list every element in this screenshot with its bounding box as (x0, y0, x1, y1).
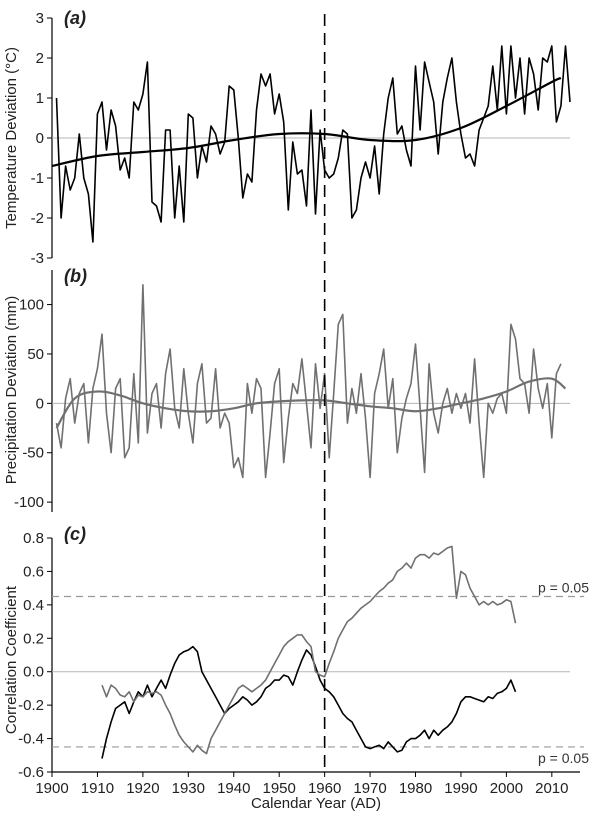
y-tick-label: 100 (19, 297, 44, 314)
panel-b-smoothed-series (55, 377, 567, 429)
y-tick-label: -0.2 (18, 697, 44, 714)
panel-c-series-1 (101, 645, 517, 759)
x-tick-label: 2000 (490, 780, 523, 797)
x-tick-label: 1910 (81, 780, 114, 797)
panel-b-series-1 (55, 284, 562, 479)
y-tick-label: 0.0 (23, 664, 44, 681)
y-tick-label: -100 (14, 494, 44, 511)
panel-c-label: (c) (64, 524, 86, 544)
y-tick-label: 1 (36, 90, 44, 107)
panel-b: Precipitation Deviation (mm) (b) -100 -50… (3, 266, 570, 512)
panel-c-ylabel: Correlation Coefficient (3, 585, 20, 734)
y-tick-label: 3 (36, 10, 44, 27)
panel-c-series-2 (101, 545, 517, 755)
panel-b-ylabel: Precipitation Deviation (mm) (3, 296, 20, 484)
panel-a-series-1 (55, 45, 571, 243)
y-tick-label: -50 (22, 445, 44, 462)
y-tick-label: 0.6 (23, 563, 44, 580)
panel-a-smoothed-series (51, 76, 562, 168)
y-tick-label: -0.4 (18, 731, 44, 748)
y-tick-label: 0.8 (23, 530, 44, 547)
x-tick-label: 2010 (535, 780, 568, 797)
significance-label: p = 0.05 (538, 580, 589, 596)
x-tick-label: 1940 (217, 780, 250, 797)
significance-label: p = 0.05 (538, 750, 589, 766)
y-tick-label: 0.4 (23, 597, 44, 614)
x-tick-label: 1980 (399, 780, 432, 797)
panel-c: Correlation Coefficient (c) Calendar Yea… (3, 524, 589, 812)
y-tick-label: 2 (36, 50, 44, 67)
panel-b-label: (b) (64, 266, 87, 286)
x-tick-label: 1900 (35, 780, 68, 797)
panel-a-ylabel: Temperature Deviation (°C) (3, 47, 20, 229)
x-tick-label: 1920 (126, 780, 159, 797)
y-tick-label: -3 (31, 250, 44, 267)
x-tick-label: 1970 (353, 780, 386, 797)
y-tick-label: -2 (31, 210, 44, 227)
x-tick-label: 1950 (263, 780, 296, 797)
y-tick-label: 0 (36, 395, 44, 412)
y-tick-label: -1 (31, 170, 44, 187)
y-tick-label: 0 (36, 130, 44, 147)
y-tick-label: 50 (27, 346, 44, 363)
y-tick-label: 0.2 (23, 630, 44, 647)
y-tick-label: -0.6 (18, 764, 44, 781)
panel-a: Temperature Deviation (°C) (a) -3 -2 -1 0 1 2… (3, 8, 571, 267)
x-axis-label: Calendar Year (AD) (251, 795, 381, 812)
x-tick-label: 1990 (444, 780, 477, 797)
x-tick-label: 1930 (172, 780, 205, 797)
panel-a-label: (a) (64, 8, 86, 28)
x-tick-label: 1960 (308, 780, 341, 797)
